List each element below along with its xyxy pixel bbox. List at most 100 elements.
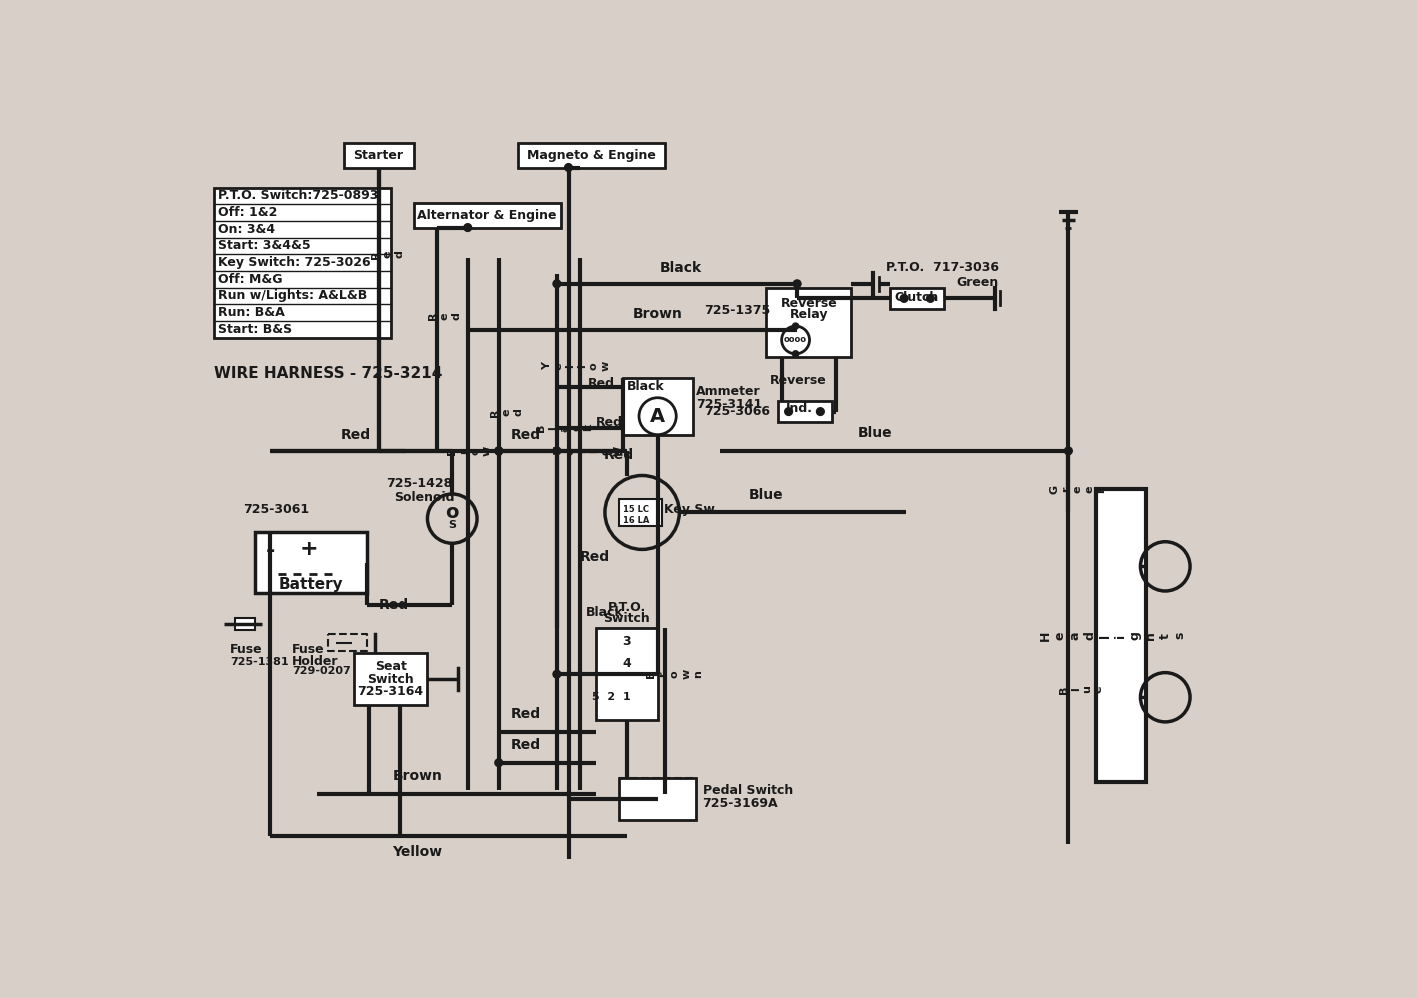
Bar — [622, 377, 693, 435]
Circle shape — [553, 447, 561, 455]
Text: Black: Black — [660, 260, 701, 274]
Bar — [235, 618, 255, 631]
Text: 725-3141: 725-3141 — [696, 398, 762, 411]
Text: A: A — [650, 407, 665, 426]
Text: +: + — [299, 539, 319, 559]
Text: Black: Black — [626, 380, 665, 393]
Text: B
r
o
w
n: B r o w n — [646, 669, 703, 680]
Text: Relay: Relay — [789, 308, 828, 321]
Bar — [890, 287, 944, 309]
Text: 725-3061: 725-3061 — [242, 503, 309, 516]
Text: Black: Black — [587, 606, 623, 619]
Text: P.T.O. Switch:725-0893: P.T.O. Switch:725-0893 — [218, 190, 378, 203]
Text: G
r
e
e
n: G r e e n — [1050, 485, 1105, 494]
Text: Ammeter: Ammeter — [696, 385, 761, 398]
Bar — [214, 188, 391, 337]
Text: Red: Red — [510, 708, 541, 722]
Text: 725-1381: 725-1381 — [230, 658, 289, 668]
Text: 5  2  1: 5 2 1 — [592, 693, 631, 703]
Text: Alternator & Engine: Alternator & Engine — [418, 209, 557, 222]
Text: Red: Red — [580, 550, 611, 564]
Text: Battery: Battery — [279, 577, 343, 592]
Circle shape — [792, 350, 799, 357]
Text: Holder: Holder — [292, 655, 339, 668]
Text: Red: Red — [340, 427, 370, 442]
Text: 725-1428: 725-1428 — [387, 477, 452, 490]
Circle shape — [553, 671, 561, 678]
Text: Seat: Seat — [374, 661, 407, 674]
Circle shape — [495, 447, 503, 455]
Text: Reverse: Reverse — [781, 296, 837, 309]
Text: P.T.O.: P.T.O. — [608, 601, 646, 614]
Bar — [255, 532, 367, 593]
Text: Switch: Switch — [604, 612, 650, 625]
Text: Start: B&S: Start: B&S — [218, 322, 292, 336]
Text: WIRE HARNESS - 725-3214: WIRE HARNESS - 725-3214 — [214, 366, 442, 381]
Text: 729-0207: 729-0207 — [292, 667, 350, 677]
Text: P.T.O.  717-3036: P.T.O. 717-3036 — [886, 260, 999, 273]
Bar — [1095, 489, 1146, 782]
Text: o: o — [445, 503, 459, 522]
Text: 725-3164: 725-3164 — [357, 685, 424, 698]
Text: Yellow: Yellow — [393, 845, 442, 859]
Text: 3: 3 — [622, 636, 631, 649]
Text: Off: 1&2: Off: 1&2 — [218, 206, 278, 219]
Circle shape — [495, 758, 503, 766]
Text: R
e
d: R e d — [371, 250, 404, 258]
Text: S: S — [448, 520, 456, 530]
Text: Clutch: Clutch — [894, 291, 938, 304]
Text: Off: M&G: Off: M&G — [218, 272, 283, 285]
Text: Reverse: Reverse — [769, 374, 826, 387]
Text: Switch: Switch — [367, 673, 414, 686]
Text: Brown: Brown — [393, 768, 442, 782]
Text: On: 3&4: On: 3&4 — [218, 223, 275, 236]
Text: Solenoid: Solenoid — [394, 491, 455, 504]
Text: B
l
a
c
k: B l a c k — [537, 423, 592, 432]
Text: Red: Red — [510, 738, 541, 751]
Text: Y
e
l
l
o
w: Y e l l o w — [554, 446, 622, 456]
Text: Red: Red — [510, 427, 541, 442]
Bar — [344, 143, 414, 168]
Text: Blue: Blue — [857, 426, 891, 440]
Text: Brown: Brown — [632, 306, 683, 320]
Text: Red: Red — [604, 448, 633, 462]
Bar — [619, 499, 662, 526]
Text: 16 LA: 16 LA — [622, 516, 649, 525]
Text: Key Sw: Key Sw — [663, 503, 714, 516]
Circle shape — [792, 323, 799, 329]
Circle shape — [553, 279, 561, 287]
Circle shape — [927, 294, 934, 302]
Text: R
e
d: R e d — [428, 311, 461, 320]
Text: Blue: Blue — [748, 488, 784, 502]
Text: Magneto & Engine: Magneto & Engine — [527, 149, 656, 162]
Circle shape — [785, 408, 792, 415]
Text: 725-3169A: 725-3169A — [703, 796, 778, 809]
Text: Fuse: Fuse — [292, 644, 324, 657]
Text: R
e
d: R e d — [490, 408, 523, 416]
Text: Start: 3&4&5: Start: 3&4&5 — [218, 240, 310, 252]
Circle shape — [1064, 447, 1073, 455]
Text: -: - — [265, 541, 275, 561]
Text: B
l
u
e: B l u e — [1058, 686, 1104, 694]
Circle shape — [900, 294, 908, 302]
Text: Red: Red — [588, 377, 615, 390]
Bar — [767, 287, 852, 357]
Text: Red: Red — [595, 416, 622, 429]
Text: Ind.: Ind. — [785, 402, 812, 415]
Text: Green: Green — [956, 276, 998, 289]
Circle shape — [794, 279, 801, 287]
Text: Pedal Switch: Pedal Switch — [703, 784, 794, 797]
Circle shape — [816, 408, 825, 415]
Text: Fuse: Fuse — [230, 644, 262, 657]
Text: 15 LC: 15 LC — [622, 505, 649, 514]
Text: H
e
a
d
l
i
g
h
t
s: H e a d l i g h t s — [1039, 631, 1186, 641]
Bar — [619, 778, 696, 820]
Text: Run: B&A: Run: B&A — [218, 306, 285, 319]
Text: Y
e
l
l
o
w: Y e l l o w — [543, 361, 611, 371]
Text: 725-1375: 725-1375 — [704, 304, 771, 317]
Circle shape — [564, 164, 572, 172]
Text: 4: 4 — [622, 657, 631, 670]
Text: oooo: oooo — [784, 335, 808, 344]
Bar — [778, 401, 832, 422]
Bar — [595, 628, 657, 721]
